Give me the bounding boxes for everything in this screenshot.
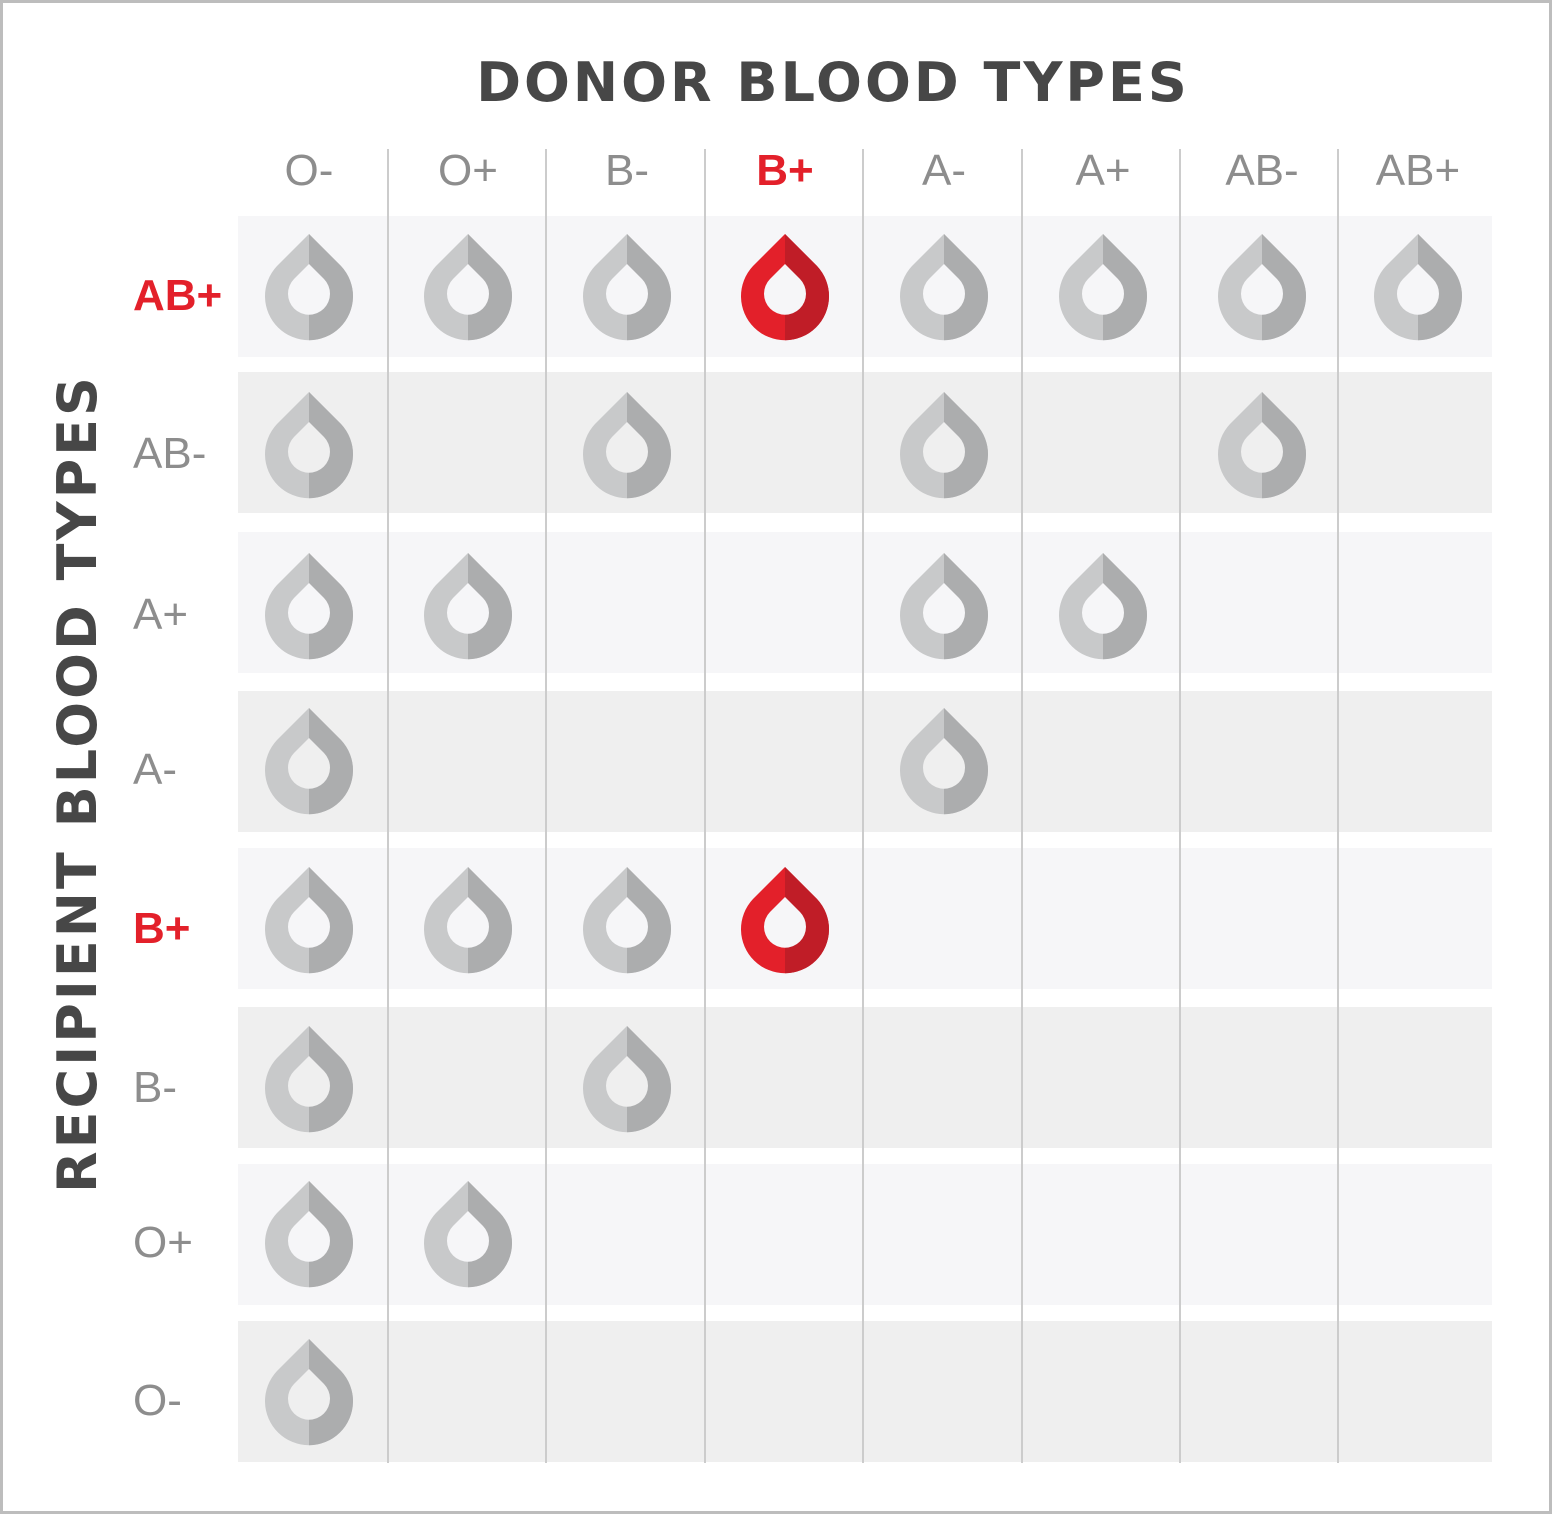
blood-drop-icon — [900, 234, 989, 341]
blood-drop-icon — [741, 234, 830, 341]
donor-type-label: O+ — [438, 146, 498, 195]
column-divider — [1337, 149, 1339, 1463]
blood-drop-icon — [583, 1026, 672, 1133]
donor-type-label: O- — [284, 146, 334, 195]
recipient-type-label: O- — [133, 1376, 182, 1425]
blood-drop-icon — [583, 867, 672, 974]
recipient-type-label: A+ — [133, 590, 189, 639]
column-divider — [704, 149, 706, 1463]
blood-drop-icon — [265, 1181, 354, 1288]
row-band — [238, 691, 1492, 832]
blood-drop-icon — [265, 392, 354, 499]
row-band — [238, 1007, 1492, 1148]
donor-type-label: A- — [922, 146, 966, 195]
blood-drop-icon — [265, 234, 354, 341]
blood-drop-icon — [424, 867, 513, 974]
recipient-type-label: B- — [133, 1063, 177, 1112]
donor-type-label: A+ — [1075, 146, 1131, 195]
recipient-type-label: O+ — [133, 1218, 193, 1267]
blood-drop-icon — [1059, 234, 1148, 341]
blood-drop-icon — [900, 553, 989, 660]
column-divider — [387, 149, 389, 1463]
blood-drop-icon — [900, 392, 989, 499]
blood-drop-icon — [424, 1181, 513, 1288]
blood-drop-icon — [265, 1026, 354, 1133]
recipient-type-label: AB+ — [133, 271, 223, 320]
blood-drop-icon — [265, 553, 354, 660]
donor-axis-title: DONOR BLOOD TYPES — [476, 51, 1190, 114]
donor-type-label: AB- — [1225, 146, 1299, 195]
donor-type-label: AB+ — [1375, 146, 1461, 195]
blood-drop-icon — [265, 708, 354, 815]
blood-drop-icon — [1218, 234, 1307, 341]
column-divider — [862, 149, 864, 1463]
donor-type-label: B- — [605, 146, 649, 195]
blood-drop-icon — [424, 234, 513, 341]
column-divider — [545, 149, 547, 1463]
blood-drop-icon — [265, 867, 354, 974]
blood-drop-icon — [1218, 392, 1307, 499]
blood-drop-icon — [900, 708, 989, 815]
recipient-type-label: AB- — [133, 429, 207, 478]
donor-type-label: B+ — [756, 146, 814, 195]
row-band — [238, 1321, 1492, 1462]
blood-drop-icon — [583, 234, 672, 341]
recipient-axis-title: RECIPIENT BLOOD TYPES — [46, 374, 109, 1193]
blood-drop-icon — [424, 553, 513, 660]
blood-drop-icon — [583, 392, 672, 499]
blood-drop-icon — [1374, 234, 1463, 341]
recipient-type-label: A- — [133, 745, 177, 794]
blood-drop-icon — [1059, 553, 1148, 660]
column-divider — [1179, 149, 1181, 1463]
blood-drop-icon — [741, 867, 830, 974]
column-divider — [1021, 149, 1023, 1463]
blood-drop-icon — [265, 1339, 354, 1446]
recipient-type-label: B+ — [133, 904, 191, 953]
